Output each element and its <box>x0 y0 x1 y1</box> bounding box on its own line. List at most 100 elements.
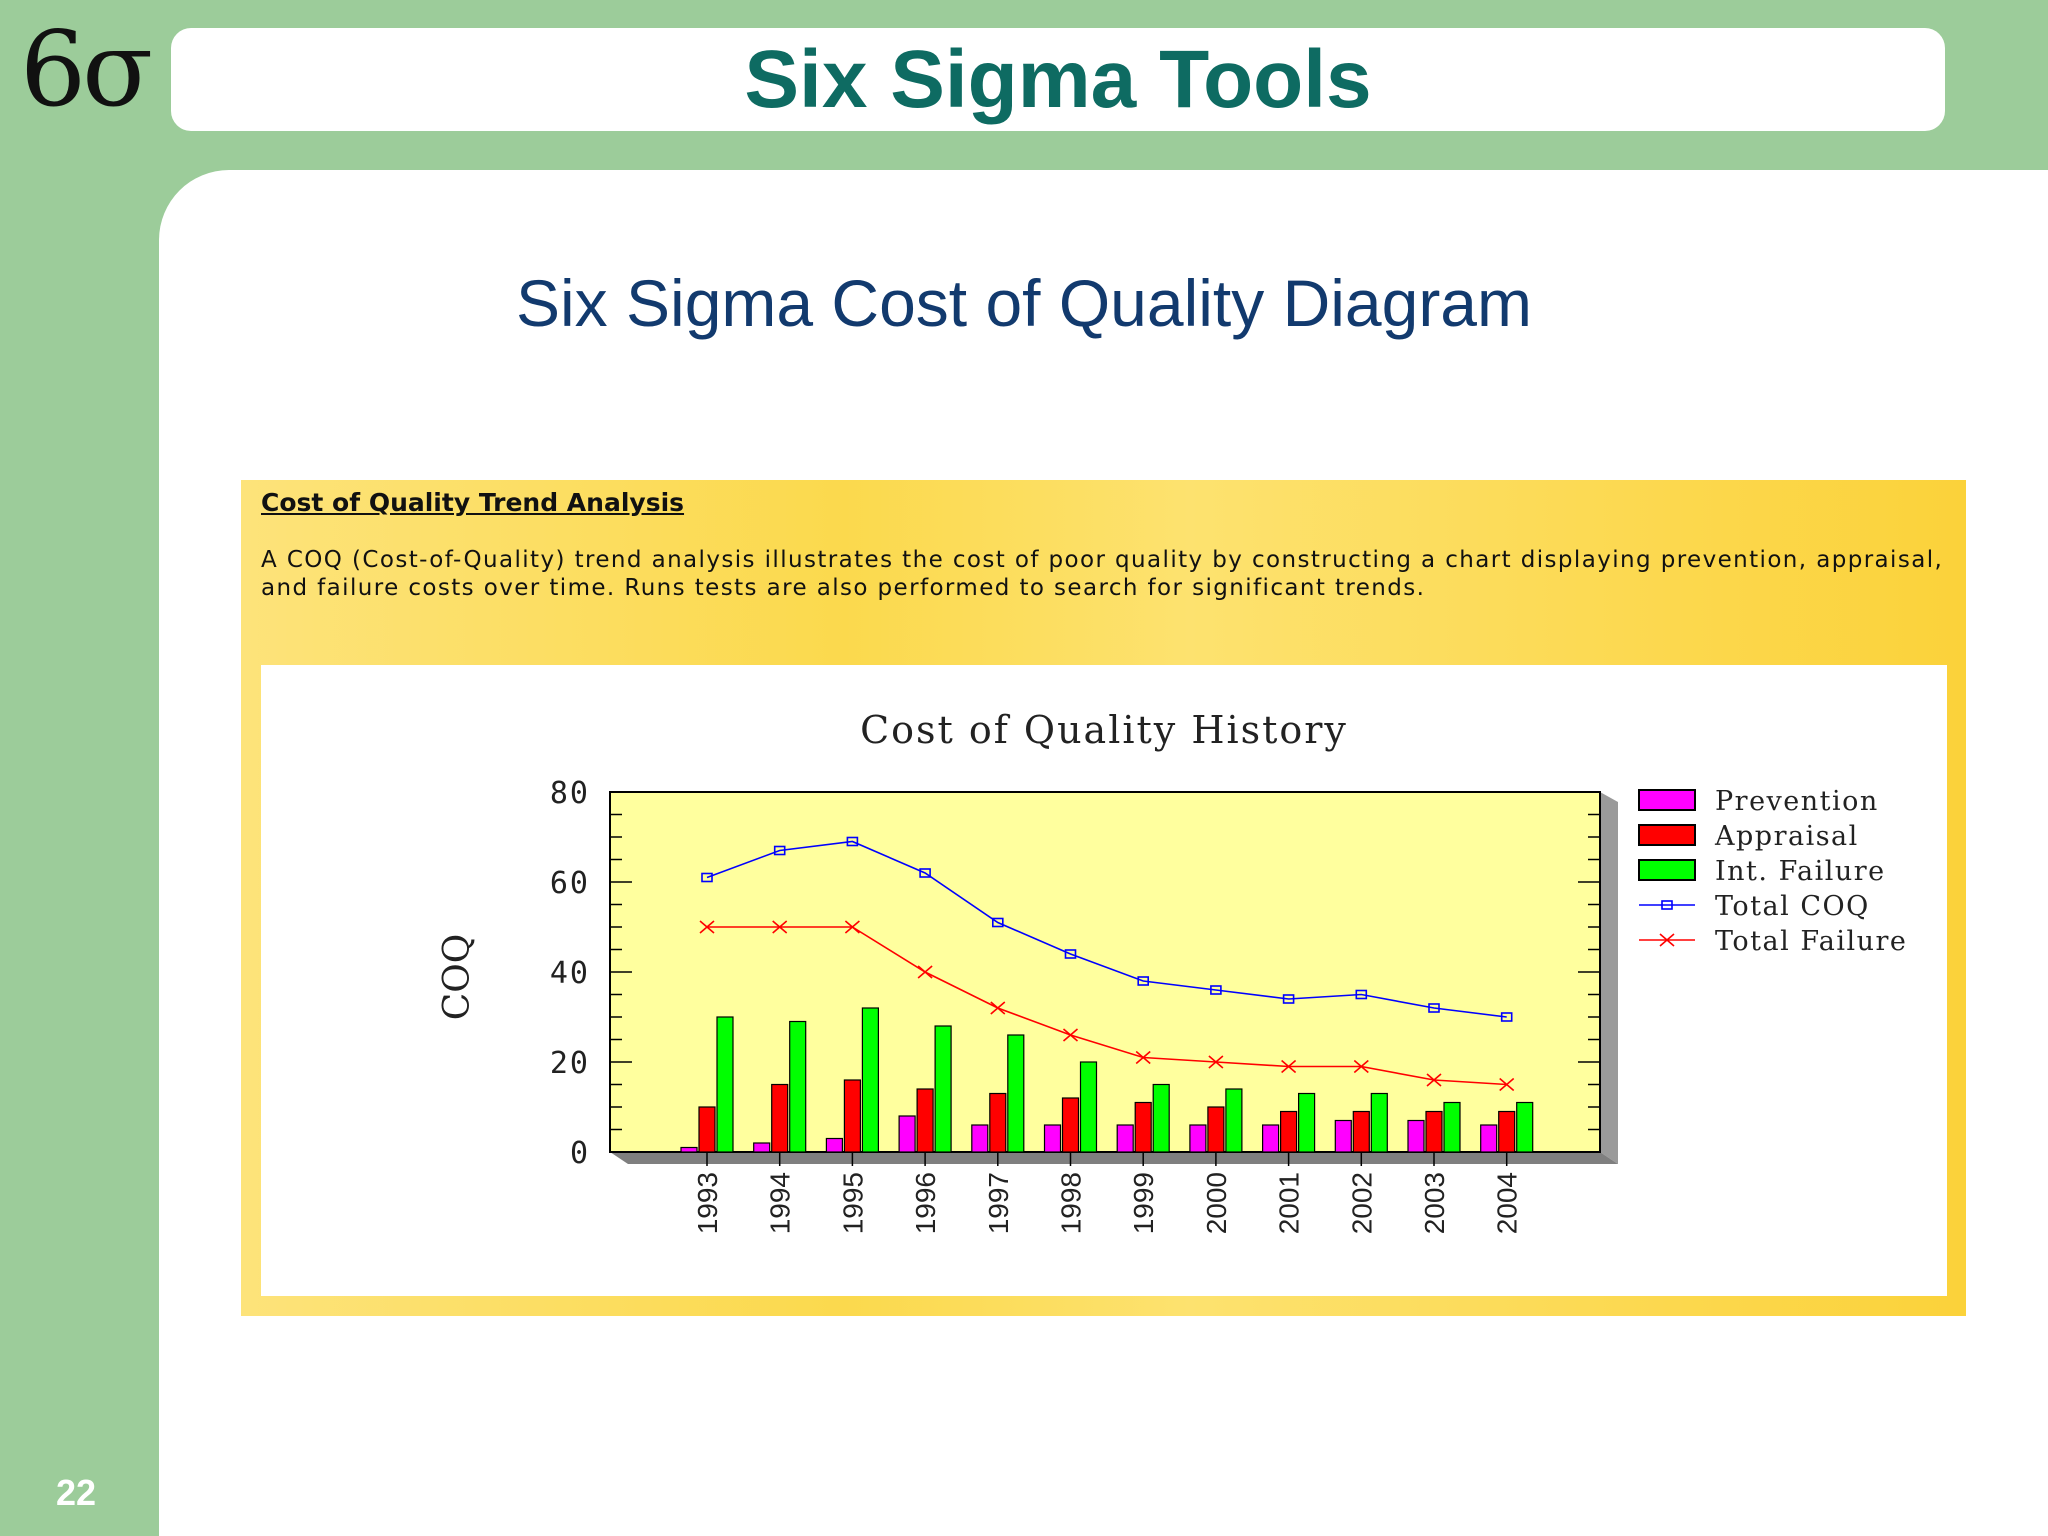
plot-background <box>609 791 1601 1153</box>
plot-area: 0 20 40 60 80 1993 1994 1995 1996 1997 1998 1999 200… <box>550 776 1618 1234</box>
bar-prevention-1999 <box>1116 1124 1134 1153</box>
header-title: Six Sigma Tools <box>744 33 1372 125</box>
plot-shadow-bottom <box>610 1152 1618 1164</box>
bar-appraisal-2002 <box>1352 1110 1370 1153</box>
bar-appraisal-2004 <box>1498 1110 1516 1153</box>
bar-appraisal-1993 <box>698 1106 716 1153</box>
legend-label-total-coq: Total COQ <box>1715 891 1870 922</box>
bar-int-failure-1995 <box>861 1007 880 1153</box>
x-tick-label: 1993 <box>692 1172 723 1234</box>
cost-of-quality-chart: Cost of Quality History COQ 0 20 40 60 80 199… <box>437 708 1906 1234</box>
point-total-coq-1996 <box>919 868 931 878</box>
bar-int-failure-1994 <box>789 1020 807 1153</box>
x-tick-label: 1997 <box>983 1172 1014 1234</box>
bar-appraisal-2003 <box>1425 1110 1443 1153</box>
bar-int-failure-1996 <box>934 1025 952 1153</box>
legend-swatch-prevention <box>1638 789 1696 811</box>
bar-int-failure-2000 <box>1225 1088 1243 1153</box>
point-total-coq-2004 <box>1500 1012 1513 1022</box>
y-tick-label: 60 <box>550 866 590 901</box>
bar-prevention-2002 <box>1334 1119 1352 1153</box>
x-tick-label: 1994 <box>765 1172 796 1234</box>
point-total-failure-1995 <box>844 920 860 934</box>
x-tick-label: 1998 <box>1056 1172 1087 1234</box>
slide-subtitle: Six Sigma Cost of Quality Diagram <box>515 266 1532 340</box>
bar-prevention-1993 <box>680 1146 698 1153</box>
bar-int-failure-2002 <box>1370 1092 1388 1153</box>
chart-panel: Cost of Quality History COQ 0 20 40 60 80 199… <box>261 665 1947 1296</box>
point-total-coq-2003 <box>1428 1003 1440 1013</box>
bar-prevention-1995 <box>825 1137 844 1153</box>
bar-prevention-1997 <box>971 1124 989 1153</box>
bar-prevention-1994 <box>753 1142 771 1153</box>
y-axis-label: COQ <box>437 934 478 1021</box>
y-tick-label: 20 <box>550 1046 590 1081</box>
bar-prevention-2004 <box>1480 1124 1498 1153</box>
point-total-coq-2002 <box>1355 989 1368 1000</box>
x-tick-label: 2003 <box>1419 1172 1450 1234</box>
x-tick-label: 2001 <box>1274 1172 1305 1234</box>
header-bar: Six Sigma Tools <box>171 28 1945 131</box>
plot-shadow-side <box>1600 792 1618 1164</box>
legend-label-int-failure: Int. Failure <box>1715 856 1886 887</box>
bar-int-failure-2003 <box>1443 1101 1461 1153</box>
point-total-failure-2001 <box>1281 1059 1297 1074</box>
bar-appraisal-1995 <box>843 1079 862 1153</box>
point-total-coq-1995 <box>846 836 859 847</box>
legend-marker-total-failure <box>1659 933 1675 947</box>
x-tick-label: 2000 <box>1201 1172 1232 1234</box>
y-tick-label: 0 <box>570 1136 590 1171</box>
bar-prevention-1998 <box>1043 1124 1062 1153</box>
cost-of-quality-figure: Cost of Quality Trend Analysis A COQ (Co… <box>241 480 1966 1316</box>
bar-appraisal-1997 <box>989 1092 1007 1153</box>
point-total-failure-1997 <box>990 1001 1006 1015</box>
point-total-failure-1996 <box>917 965 933 979</box>
point-total-failure-2000 <box>1208 1055 1224 1069</box>
bar-appraisal-1996 <box>916 1088 934 1153</box>
x-tick-label: 2002 <box>1346 1172 1377 1234</box>
legend-swatch-int-failure <box>1638 859 1696 881</box>
x-tick-label: 1996 <box>910 1172 941 1234</box>
analysis-heading: Cost of Quality Trend Analysis <box>261 488 685 517</box>
x-tick-label: 1999 <box>1128 1172 1159 1234</box>
x-tick-label: 2004 <box>1492 1172 1523 1234</box>
point-total-failure-1999 <box>1135 1050 1151 1065</box>
point-total-failure-1993 <box>699 920 715 934</box>
point-total-coq-1993 <box>701 872 713 883</box>
bar-appraisal-1994 <box>771 1083 789 1153</box>
y-tick-label: 40 <box>550 956 590 991</box>
x-tick-label: 1995 <box>837 1172 868 1234</box>
bar-int-failure-2001 <box>1297 1092 1316 1153</box>
legend-label-prevention: Prevention <box>1715 786 1879 817</box>
page-number: 22 <box>56 1472 97 1513</box>
point-total-coq-1999 <box>1137 976 1150 986</box>
legend-marker-total-coq <box>1661 900 1673 910</box>
point-total-failure-2002 <box>1353 1059 1369 1074</box>
point-total-failure-2004 <box>1499 1077 1515 1092</box>
bar-int-failure-1998 <box>1079 1061 1098 1153</box>
bar-prevention-2000 <box>1189 1124 1207 1153</box>
bar-appraisal-1998 <box>1061 1097 1080 1153</box>
line-total-coq <box>706 840 1507 1018</box>
bar-prevention-2003 <box>1407 1119 1425 1153</box>
bar-int-failure-2004 <box>1516 1101 1534 1153</box>
chart-legend: Prevention Appraisal Int. Failure Total COQ… <box>1638 786 1906 957</box>
legend-swatch-appraisal <box>1638 824 1696 846</box>
bar-appraisal-2001 <box>1279 1110 1298 1153</box>
point-total-coq-1997 <box>991 917 1004 928</box>
legend-label-appraisal: Appraisal <box>1714 821 1859 852</box>
point-total-failure-1998 <box>1062 1028 1079 1042</box>
chart-title: Cost of Quality History <box>860 708 1348 752</box>
point-total-coq-2000 <box>1210 985 1222 995</box>
point-total-coq-2001 <box>1282 994 1295 1004</box>
point-total-coq-1998 <box>1064 949 1077 959</box>
line-total-failure <box>707 926 1507 1086</box>
bar-prevention-2001 <box>1261 1124 1280 1153</box>
point-total-failure-1994 <box>772 920 788 934</box>
point-total-coq-1994 <box>773 845 786 856</box>
analysis-description: A COQ (Cost-of-Quality) trend analysis i… <box>261 547 1944 601</box>
point-total-failure-2003 <box>1426 1073 1442 1087</box>
six-sigma-logo: 6σ <box>20 8 153 130</box>
bar-int-failure-1999 <box>1152 1083 1170 1153</box>
bar-prevention-1996 <box>898 1115 916 1153</box>
